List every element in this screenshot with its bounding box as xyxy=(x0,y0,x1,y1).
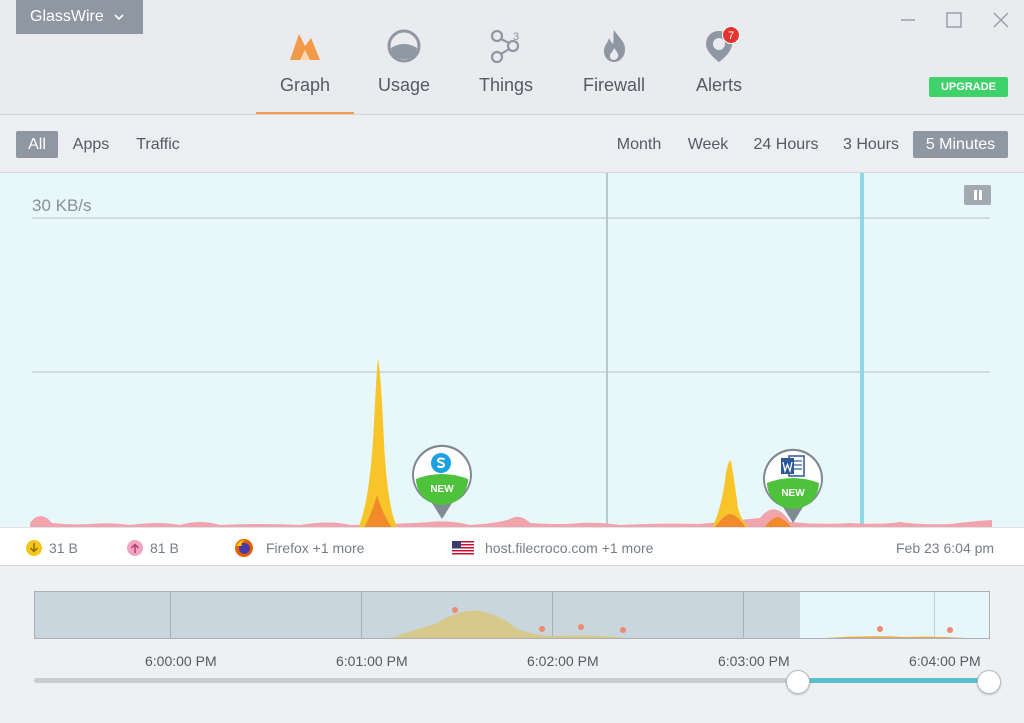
tab-alerts-label: Alerts xyxy=(695,75,742,95)
timeline-time-label: 6:04:00 PM xyxy=(909,653,981,669)
close-icon[interactable] xyxy=(990,9,1012,31)
timeline-scrollbar[interactable] xyxy=(34,678,990,683)
range-start-handle[interactable] xyxy=(786,670,810,694)
tab-firewall-label: Firewall xyxy=(582,75,645,95)
traffic-info-strip: 31 B 81 B Firefox +1 more host.filecroco… xyxy=(0,527,1024,566)
upload-value: 81 B xyxy=(150,540,179,556)
traffic-graph-canvas xyxy=(30,173,992,528)
timeline-traffic-shape xyxy=(390,607,965,638)
download-spike xyxy=(712,460,750,528)
timeline-tick xyxy=(361,592,362,638)
timeline-tick xyxy=(743,592,744,638)
timeline-time-label: 6:01:00 PM xyxy=(336,653,408,669)
app-menu-button[interactable]: GlassWire xyxy=(16,0,143,34)
graph-scale-label: 30 KB/s xyxy=(32,196,92,215)
host-summary[interactable]: host.filecroco.com +1 more xyxy=(452,539,653,557)
tab-firewall[interactable]: Firewall xyxy=(574,28,654,114)
traffic-overlap xyxy=(364,495,392,528)
word-icon xyxy=(781,455,805,477)
top-navigation: GlassWire Graph Usage 3 Things xyxy=(0,0,1024,115)
filter-bar: All Apps Traffic Month Week 24 Hours 3 H… xyxy=(0,115,1024,172)
download-spike xyxy=(358,359,398,528)
timeline-time-label: 6:03:00 PM xyxy=(718,653,790,669)
app-pin-shape xyxy=(763,448,823,523)
minimize-icon[interactable] xyxy=(897,9,919,31)
current-date: Feb 23 6:04 pm xyxy=(896,539,994,557)
us-flag-icon xyxy=(452,540,474,556)
tab-usage[interactable]: Usage xyxy=(364,28,444,114)
timeline-time-label: 6:00:00 PM xyxy=(145,653,217,669)
graph-icon xyxy=(290,34,320,60)
timeline-tick xyxy=(934,592,935,638)
filter-apps[interactable]: Apps xyxy=(72,136,110,153)
usage-icon xyxy=(387,29,421,63)
timeline-tick xyxy=(552,592,553,638)
maximize-icon[interactable] xyxy=(943,9,965,31)
upload-traffic-area xyxy=(30,509,992,528)
traffic-overlap xyxy=(714,514,746,528)
things-icon xyxy=(490,29,520,64)
tab-alerts[interactable]: 7 Alerts xyxy=(686,26,752,114)
apps-summary[interactable]: Firefox +1 more xyxy=(234,539,364,557)
timeline-tick xyxy=(170,592,171,638)
app-pin-shape xyxy=(412,444,472,519)
range-week[interactable]: Week xyxy=(687,136,729,153)
download-icon xyxy=(26,540,42,556)
chevron-down-icon xyxy=(114,14,124,21)
filter-traffic[interactable]: Traffic xyxy=(136,136,180,153)
upgrade-button[interactable]: UPGRADE xyxy=(929,77,1008,97)
download-total: 31 B xyxy=(26,539,78,557)
tab-things-label: Things xyxy=(478,75,534,95)
timeline-overview: 6:00:00 PM 6:01:00 PM 6:02:00 PM 6:03:00… xyxy=(0,566,1024,723)
new-badge: NEW xyxy=(430,484,454,495)
range-5-minutes[interactable]: 5 Minutes xyxy=(913,131,1008,158)
tab-graph-label: Graph xyxy=(279,75,331,95)
new-app-pin-skype[interactable]: NEW xyxy=(410,443,474,521)
timeline-scrollbar-selection xyxy=(798,678,990,683)
tab-things[interactable]: 3 Things xyxy=(470,28,542,114)
timeline-minimap[interactable] xyxy=(34,591,990,639)
range-end-handle[interactable] xyxy=(977,670,1001,694)
host-summary-text: host.filecroco.com +1 more xyxy=(485,540,654,556)
new-app-pin-word[interactable]: NEW xyxy=(761,447,825,525)
new-badge: NEW xyxy=(781,488,805,499)
range-3-hours[interactable]: 3 Hours xyxy=(842,136,900,153)
timeline-time-label: 6:02:00 PM xyxy=(527,653,599,669)
traffic-overlap xyxy=(764,517,792,528)
active-tab-indicator xyxy=(256,112,354,114)
app-name: GlassWire xyxy=(30,8,104,25)
traffic-graph[interactable]: 30 KB/s NEW NEW xyxy=(0,172,1024,528)
range-month[interactable]: Month xyxy=(616,136,662,153)
skype-icon xyxy=(431,453,451,473)
firewall-icon xyxy=(604,30,626,62)
tab-usage-label: Usage xyxy=(377,75,431,95)
apps-summary-text: Firefox +1 more xyxy=(266,540,365,556)
pause-button[interactable] xyxy=(964,185,991,205)
range-24-hours[interactable]: 24 Hours xyxy=(753,136,819,153)
current-date-text: Feb 23 6:04 pm xyxy=(896,540,995,556)
firefox-icon xyxy=(235,539,253,557)
upload-icon xyxy=(127,540,143,556)
download-value: 31 B xyxy=(49,540,78,556)
tab-graph[interactable]: Graph xyxy=(256,28,354,114)
alerts-badge: 7 xyxy=(722,26,740,44)
upload-total: 81 B xyxy=(127,539,179,557)
things-count: 3 xyxy=(513,31,520,43)
filter-all[interactable]: All xyxy=(16,131,58,158)
timeline-selected-window xyxy=(800,592,989,638)
